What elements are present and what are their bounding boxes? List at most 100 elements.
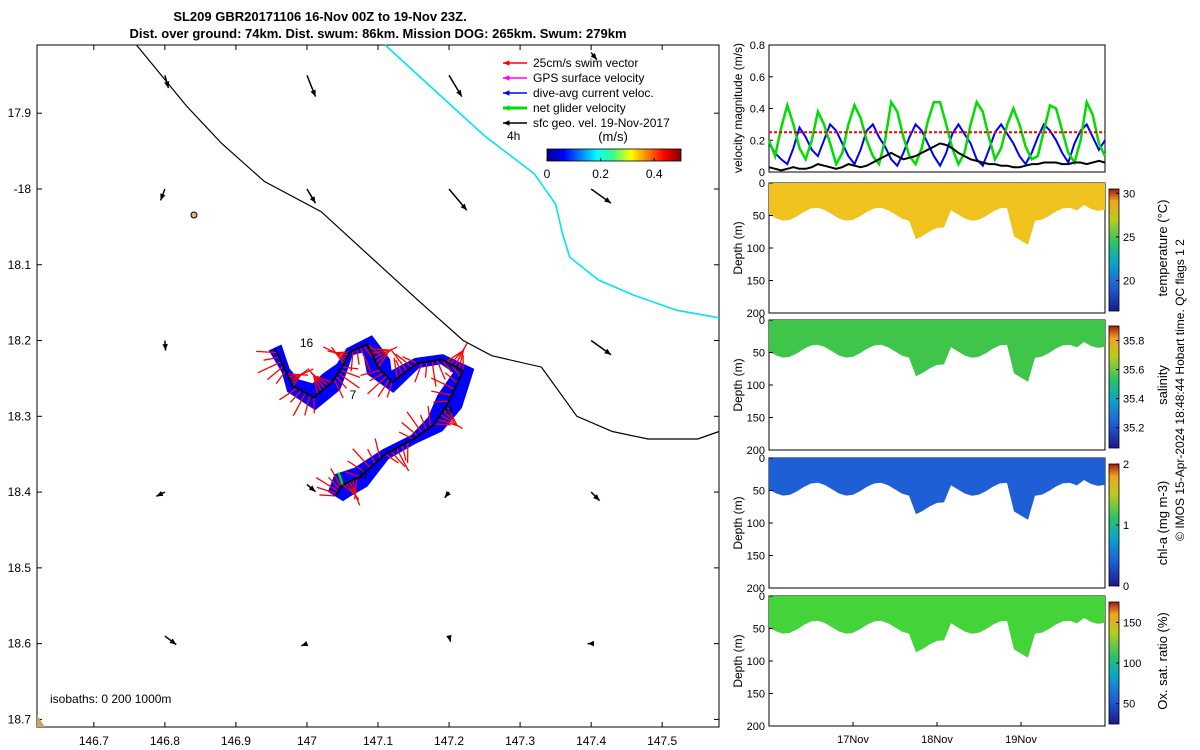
section-colorbar-label: 35.8 — [1123, 336, 1144, 348]
swim-vector — [328, 477, 341, 490]
swim-vector — [330, 346, 345, 365]
velocity-ytick-label: 0.8 — [750, 40, 765, 52]
swim-vector — [256, 350, 278, 354]
section-ytick-label: 200 — [747, 583, 765, 595]
velocity-ytick-label: 0.6 — [750, 72, 765, 84]
day-label: 16 — [300, 336, 314, 350]
map-ytick-label: 18.6 — [8, 637, 32, 651]
section-ytick-label: 100 — [747, 656, 765, 668]
section-data-fill — [769, 183, 1105, 245]
swim-vector — [335, 375, 347, 389]
colorbar-unit: (m/s) — [598, 129, 628, 144]
map-xtick-label: 147.1 — [363, 734, 393, 748]
section-ytick-label: 200 — [747, 445, 765, 457]
velocity-series-line — [767, 98, 1107, 168]
swim-vector — [319, 494, 336, 497]
section-ytick-label: 50 — [753, 211, 765, 223]
swim-vector — [367, 448, 376, 464]
map-ytick-label: 18.1 — [8, 258, 32, 272]
swim-vector — [427, 405, 432, 427]
map-xtick-label: 147.3 — [505, 734, 535, 748]
swim-vector — [431, 360, 437, 387]
swim-vector — [366, 343, 381, 355]
day-label: 9 — [445, 403, 452, 417]
swim-vector — [444, 372, 458, 384]
section-ytick-label: 150 — [747, 276, 765, 288]
swim-vector — [316, 375, 333, 383]
section-ylabel: Depth (m) — [731, 221, 745, 274]
colorbar-tick-label: 0.4 — [646, 167, 663, 181]
map-geo-vectors — [156, 52, 612, 647]
swim-vector — [447, 359, 461, 378]
swim-vector — [327, 350, 349, 356]
legend-swatch-head — [503, 105, 510, 111]
geo-velocity-arrow-head — [160, 193, 166, 201]
swim-vector — [395, 353, 413, 368]
swim-vector — [367, 375, 387, 395]
velocity-ytick-label: 0.2 — [750, 135, 765, 147]
reef-coast-line — [384, 44, 720, 319]
swim-vector — [315, 476, 339, 492]
swim-vector — [316, 486, 337, 495]
velocity-ytick-label: 0 — [759, 167, 765, 179]
swim-vector — [333, 378, 344, 399]
figure-title-line2: Dist. over ground: 74km. Dist. swum: 86k… — [129, 26, 626, 41]
geo-velocity-arrow-head — [460, 203, 467, 211]
swim-vector — [374, 438, 381, 459]
map-colorbar — [546, 148, 682, 162]
map-panel: 146.7 146.8 146.9 147 147.1 147.2 147.3 147.4 14… — [8, 44, 720, 748]
section-ylabel: Depth (m) — [731, 358, 745, 411]
swim-vector — [377, 378, 390, 398]
geo-velocity-arrow-head — [309, 196, 316, 204]
swim-vector — [431, 390, 453, 396]
section-colorbar-label: 2 — [1123, 459, 1129, 471]
swim-vector — [401, 444, 407, 461]
legend-swatch-head — [503, 60, 510, 66]
swim-vector — [290, 369, 308, 384]
section-colorbar-label: 100 — [1123, 658, 1141, 670]
swim-vector — [354, 478, 358, 500]
swim-vector — [266, 365, 284, 381]
map-ytick-label: -18 — [14, 182, 32, 196]
swim-vector — [352, 448, 371, 469]
section-data-fill — [769, 458, 1105, 520]
velocity-lines — [767, 98, 1107, 172]
geo-velocity-arrow-head — [444, 490, 451, 498]
swim-vector — [449, 351, 462, 365]
legend-label: GPS surface velocity — [533, 71, 644, 85]
swim-vector — [375, 348, 393, 364]
map-ytick-label: 18.7 — [8, 712, 32, 726]
section-ytick-label: 50 — [753, 624, 765, 636]
section-colorbar-label: 1 — [1123, 520, 1129, 532]
geo-velocity-arrow-head — [169, 638, 177, 645]
swim-vector — [347, 460, 366, 473]
glider-track-line — [274, 343, 465, 497]
geo-velocity-arrow-head — [156, 491, 164, 497]
swim-vector — [390, 450, 406, 468]
section-colorbar-title: chl-a (mg m-3) — [1155, 481, 1170, 566]
velocity-ylabel: velocity magnitude (m/s) — [731, 43, 745, 173]
map-ytick-label: 18.3 — [8, 409, 32, 423]
day-label: 0 — [360, 468, 367, 482]
swim-vector — [377, 353, 388, 368]
geo-velocity-arrow-head — [308, 485, 316, 492]
swim-vector — [359, 347, 372, 372]
velocity-series-line — [768, 122, 1106, 168]
section-ytick-label: 0 — [759, 315, 765, 327]
swim-vector — [424, 361, 428, 378]
dive-avg-current-ribbon — [268, 335, 475, 502]
section-xtick-label: 18Nov — [921, 734, 953, 746]
swim-vector — [279, 387, 298, 401]
swim-vector — [393, 357, 398, 379]
map-ytick-label: 18.5 — [8, 561, 32, 575]
swim-vector — [445, 349, 465, 363]
swim-vector — [292, 392, 307, 417]
section-ytick-label: 150 — [747, 413, 765, 425]
map-colorbar-ticks: 0 0.2 0.4 — [544, 158, 663, 181]
geo-velocity-arrow-head — [590, 52, 597, 60]
swim-vector — [330, 468, 342, 488]
day-labels: 16 7 9 0 — [300, 336, 453, 482]
section-data-fill — [769, 596, 1105, 658]
